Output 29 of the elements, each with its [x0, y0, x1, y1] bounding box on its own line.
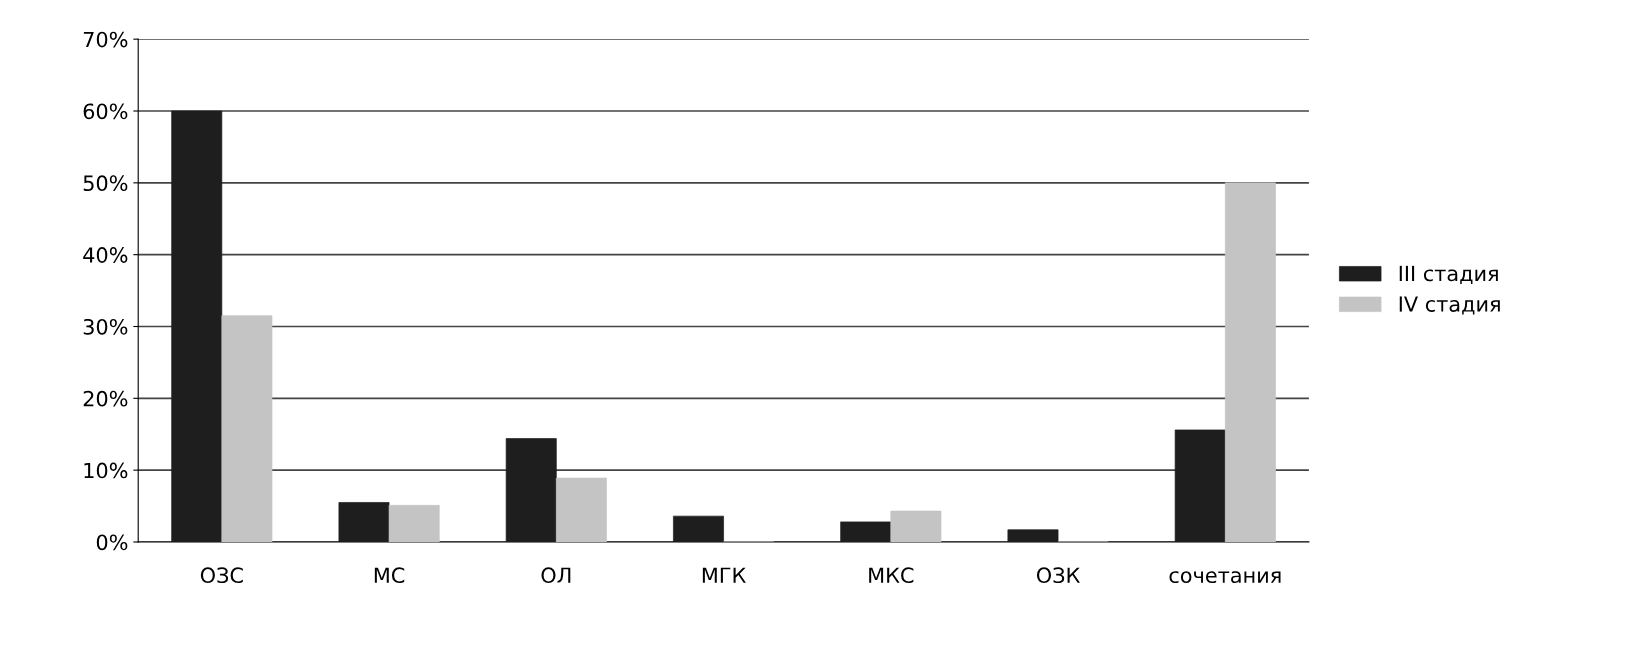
bar: [890, 510, 942, 542]
bar: [1224, 182, 1276, 542]
x-tick-label: МС: [374, 567, 405, 584]
x-tick-label: ОЛ: [541, 567, 571, 584]
y-tick-label: 20%: [83, 390, 128, 407]
legend-label: III стадия: [1399, 265, 1498, 284]
x-tick-label: сочетания: [1169, 571, 1281, 584]
bar: [171, 110, 223, 542]
bar: [1174, 429, 1226, 542]
y-tick-label: 40%: [83, 247, 128, 263]
x-tick-label: МГК: [702, 567, 746, 583]
bar: [555, 477, 607, 542]
bar: [673, 515, 724, 542]
x-tick-label: МКС: [869, 567, 914, 584]
y-tick-label: 0%: [96, 534, 128, 551]
x-tick-label: ОЗС: [200, 567, 243, 584]
bar: [840, 521, 892, 542]
x-tick-label: ОЗК: [1036, 567, 1080, 584]
bar: [338, 502, 390, 542]
y-tick-label: 50%: [83, 175, 128, 192]
bar: [1007, 529, 1059, 542]
bar: [221, 315, 273, 542]
bar: [505, 438, 557, 542]
y-tick-label: 30%: [83, 318, 128, 335]
y-tick-label: 60%: [83, 103, 128, 120]
bar: [388, 505, 440, 542]
y-tick-label: 10%: [84, 462, 128, 479]
legend-label: IV стадия: [1399, 296, 1500, 315]
y-tick-label: 70%: [83, 31, 128, 48]
